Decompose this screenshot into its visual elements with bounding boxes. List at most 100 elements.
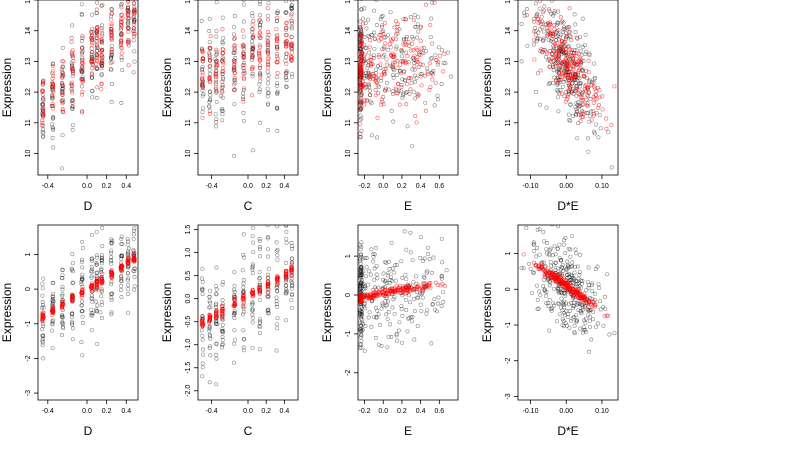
observed-point	[386, 87, 391, 92]
observed-point	[386, 270, 391, 275]
fitted-point	[556, 55, 561, 60]
observed-point	[401, 17, 406, 22]
observed-point	[563, 321, 568, 326]
fitted-point	[119, 269, 125, 274]
fitted-point	[289, 266, 294, 271]
fitted-point	[558, 63, 563, 68]
fitted-point	[289, 50, 294, 55]
fitted-point	[558, 50, 563, 55]
observed-point	[200, 85, 205, 90]
fitted-point	[109, 273, 114, 278]
fitted-point	[119, 33, 124, 38]
y-tick-label: 1.0	[185, 248, 192, 258]
observed-point	[213, 291, 218, 296]
observed-point	[257, 281, 262, 286]
observed-point	[289, 256, 294, 261]
observed-point	[383, 88, 388, 93]
fitted-point	[257, 287, 262, 292]
observed-point	[132, 284, 137, 289]
observed-point	[567, 325, 572, 330]
observed-point	[411, 89, 416, 94]
observed-point	[50, 318, 55, 323]
fitted-point	[94, 284, 99, 289]
observed-point	[414, 290, 419, 295]
plot-frame	[517, 0, 619, 176]
fitted-point	[553, 277, 558, 282]
fitted-point	[208, 79, 213, 84]
fitted-point	[266, 32, 271, 37]
observed-point	[250, 73, 255, 78]
y-tick-label: 12	[505, 88, 512, 96]
fitted-point	[578, 95, 583, 100]
observed-point	[119, 278, 124, 283]
fitted-point	[258, 75, 263, 80]
observed-point	[70, 321, 75, 326]
observed-point	[575, 136, 580, 141]
observed-point	[555, 319, 559, 324]
observed-point	[396, 328, 401, 333]
fitted-point	[366, 72, 371, 77]
observed-point	[404, 50, 408, 55]
fitted-point	[359, 56, 364, 62]
observed-point	[416, 295, 421, 300]
observed-point	[214, 287, 219, 292]
observed-point	[544, 54, 548, 59]
x-tick-label: -0.4	[42, 408, 54, 415]
observed-point	[412, 297, 416, 301]
fitted-point	[200, 323, 205, 328]
observed-point	[573, 105, 578, 110]
observed-point	[542, 287, 547, 292]
fitted-point	[425, 71, 430, 76]
observed-point	[574, 251, 578, 256]
observed-point	[215, 322, 220, 327]
observed-point	[551, 65, 556, 70]
fitted-point	[69, 83, 74, 88]
observed-point	[430, 0, 435, 5]
observed-point	[394, 46, 399, 51]
observed-point	[577, 284, 582, 289]
fitted-point	[382, 72, 387, 77]
fitted-point	[109, 48, 114, 53]
observed-point	[562, 291, 567, 296]
observed-point	[576, 100, 581, 105]
fitted-point	[40, 81, 45, 86]
fitted-point	[208, 316, 213, 321]
observed-point	[363, 324, 368, 328]
fitted-point	[539, 261, 544, 266]
fitted-point	[364, 292, 369, 297]
observed-point	[251, 250, 256, 255]
observed-point	[284, 55, 289, 60]
observed-point	[70, 98, 75, 102]
observed-point	[562, 27, 567, 32]
observed-point	[425, 66, 429, 71]
observed-point	[89, 55, 94, 60]
observed-point	[367, 82, 372, 87]
fitted-point	[89, 38, 94, 43]
observed-point	[60, 64, 65, 69]
observed-point	[535, 227, 540, 232]
fitted-point	[427, 284, 432, 289]
observed-point	[232, 283, 237, 288]
observed-point	[214, 352, 219, 357]
x-tick-label: 0.6	[434, 183, 444, 190]
observed-point	[60, 284, 65, 289]
observed-point	[371, 259, 376, 264]
fitted-point	[118, 38, 124, 44]
fitted-point	[40, 120, 45, 125]
fitted-point	[283, 39, 288, 45]
observed-point	[132, 266, 137, 271]
fitted-point	[257, 53, 262, 58]
observed-point	[572, 12, 577, 17]
fitted-point	[266, 51, 271, 56]
fitted-point	[99, 53, 104, 58]
fitted-point	[597, 95, 602, 100]
observed-point	[250, 11, 255, 16]
observed-point	[241, 348, 246, 353]
fitted-point	[566, 54, 571, 59]
fitted-point	[531, 260, 537, 265]
observed-point	[94, 95, 99, 100]
fitted-point	[559, 66, 565, 71]
fitted-point	[69, 65, 74, 70]
observed-point	[250, 306, 255, 311]
fitted-point	[232, 43, 237, 48]
